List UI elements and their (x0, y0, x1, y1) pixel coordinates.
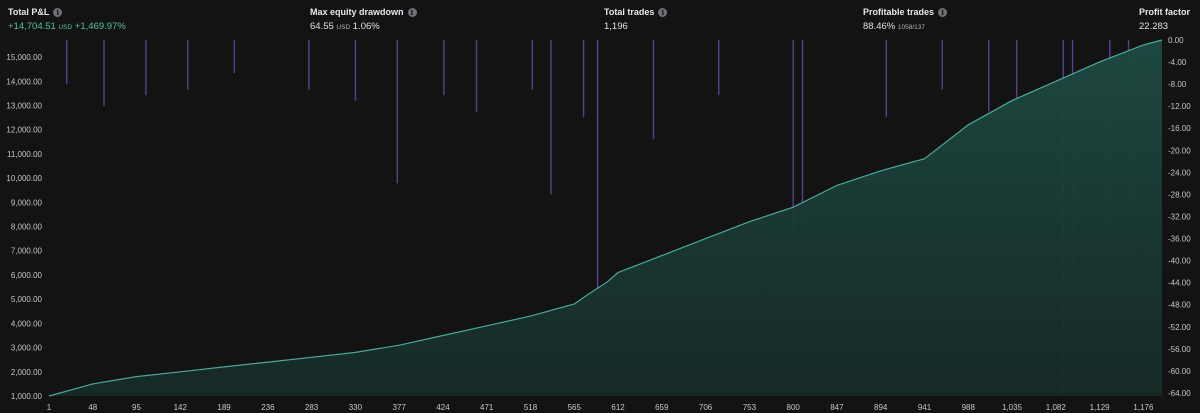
y-right-tick-label: -40.00 (1168, 257, 1191, 266)
x-tick-label: 894 (874, 403, 888, 412)
x-tick-label: 518 (524, 403, 538, 412)
stat-profit-factor: Profit factor 22.283 (1139, 7, 1190, 32)
total-pnl-unit: USD (58, 24, 73, 31)
total-pnl-value: +14,704.51 (8, 21, 56, 32)
y-right-tick-label: -56.00 (1168, 345, 1191, 354)
stat-total-pnl-label: Total P&L (8, 7, 50, 17)
x-tick-label: 988 (962, 403, 976, 412)
y-left-tick-label: 1,000.00 (11, 392, 43, 401)
y-right-tick-label: -64.00 (1168, 389, 1191, 398)
stat-max-drawdown: Max equity drawdown i 64.55 USD 1.06% (310, 7, 417, 32)
profitable-trades-detail: 1058/137 (897, 24, 925, 31)
total-pnl-percent: +1,469.97% (74, 21, 126, 32)
y-left-tick-label: 6,000.00 (11, 271, 43, 280)
max-drawdown-percent: 1.06% (352, 21, 380, 32)
y-right-tick-label: -44.00 (1168, 279, 1191, 288)
y-right-tick-label: -36.00 (1168, 235, 1191, 244)
info-icon[interactable]: i (53, 7, 63, 17)
y-right-tick-label: -20.00 (1168, 146, 1191, 155)
y-right-tick-label: -60.00 (1168, 367, 1191, 376)
x-tick-label: 706 (699, 403, 713, 412)
y-right-tick-label: -8.00 (1168, 80, 1187, 89)
x-tick-label: 377 (393, 403, 407, 412)
x-tick-label: 236 (261, 403, 275, 412)
y-axis-right: 0.00 -4.00 -8.00 -12.00 -16.00 -20.00 -24.00 -2… (1168, 36, 1191, 398)
y-left-tick-label: 5,000.00 (11, 295, 43, 304)
info-icon[interactable]: i (938, 7, 948, 17)
stat-profitable-trades: Profitable trades i 88.46% 1058/137 (863, 7, 948, 32)
y-left-tick-label: 15,000.00 (6, 53, 42, 62)
stat-total-trades: Total trades i 1,196 (604, 7, 668, 32)
x-tick-label: 659 (655, 403, 669, 412)
max-drawdown-unit: USD (336, 24, 351, 31)
y-left-tick-label: 3,000.00 (11, 344, 43, 353)
stat-total-pnl: Total P&L i +14,704.51 USD +1,469.97% (8, 7, 126, 32)
x-tick-label: 1,035 (1002, 403, 1023, 412)
x-tick-label: 424 (436, 403, 450, 412)
profitable-trades-value: 88.46% (863, 21, 896, 32)
info-icon[interactable]: i (658, 7, 668, 17)
y-right-tick-label: -52.00 (1168, 323, 1191, 332)
y-right-tick-label: -48.00 (1168, 301, 1191, 310)
stat-total-trades-label: Total trades (604, 7, 655, 17)
x-tick-label: 189 (217, 403, 231, 412)
x-tick-label: 565 (568, 403, 582, 412)
x-tick-label: 753 (743, 403, 757, 412)
x-tick-label: 95 (132, 403, 141, 412)
x-tick-label: 800 (787, 403, 801, 412)
x-tick-label: 142 (174, 403, 188, 412)
x-tick-label: 941 (918, 403, 932, 412)
y-left-tick-label: 8,000.00 (11, 223, 43, 232)
x-tick-label: 1,082 (1046, 403, 1067, 412)
y-right-tick-label: -28.00 (1168, 190, 1191, 199)
stats-bar: Total P&L i +14,704.51 USD +1,469.97% Ma… (0, 0, 1200, 38)
x-tick-label: 471 (480, 403, 494, 412)
total-trades-value: 1,196 (604, 21, 628, 32)
x-tick-label: 48 (88, 403, 97, 412)
equity-line (48, 39, 1163, 397)
x-tick-label: 330 (349, 403, 363, 412)
y-right-tick-label: -32.00 (1168, 213, 1191, 222)
y-right-tick-label: -4.00 (1168, 58, 1187, 67)
y-right-tick-label: 0.00 (1168, 36, 1184, 45)
y-left-tick-label: 13,000.00 (6, 102, 42, 111)
y-right-tick-label: -12.00 (1168, 102, 1191, 111)
y-left-tick-label: 12,000.00 (6, 126, 42, 135)
x-tick-label: 1,129 (1090, 403, 1111, 412)
stat-max-drawdown-label: Max equity drawdown (310, 7, 404, 17)
x-tick-label: 1,176 (1133, 403, 1154, 412)
y-axis-left: 1,000.00 2,000.00 3,000.00 4,000.00 5,000.00… (6, 53, 42, 401)
y-left-tick-label: 7,000.00 (11, 247, 43, 256)
x-tick-label: 847 (830, 403, 844, 412)
y-left-tick-label: 9,000.00 (11, 198, 43, 207)
x-tick-label: 283 (305, 403, 319, 412)
max-drawdown-value: 64.55 (310, 21, 334, 32)
y-left-tick-label: 11,000.00 (7, 150, 43, 159)
x-axis: 1 48 95 142 189 236 283 330 377 424 471 518 565 612 65… (47, 403, 1154, 412)
y-right-tick-label: -24.00 (1168, 168, 1191, 177)
stat-profitable-trades-label: Profitable trades (863, 7, 935, 17)
profit-factor-value: 22.283 (1139, 21, 1169, 32)
y-left-tick-label: 4,000.00 (11, 319, 43, 328)
y-left-tick-label: 10,000.00 (6, 174, 42, 183)
equity-area (49, 40, 1162, 396)
y-left-tick-label: 14,000.00 (6, 77, 42, 86)
y-left-tick-label: 2,000.00 (11, 368, 43, 377)
x-tick-label: 1 (47, 403, 52, 412)
x-tick-label: 612 (611, 403, 625, 412)
stat-profit-factor-label: Profit factor (1139, 7, 1191, 17)
y-right-tick-label: -16.00 (1168, 124, 1191, 133)
info-icon[interactable]: i (407, 7, 417, 17)
